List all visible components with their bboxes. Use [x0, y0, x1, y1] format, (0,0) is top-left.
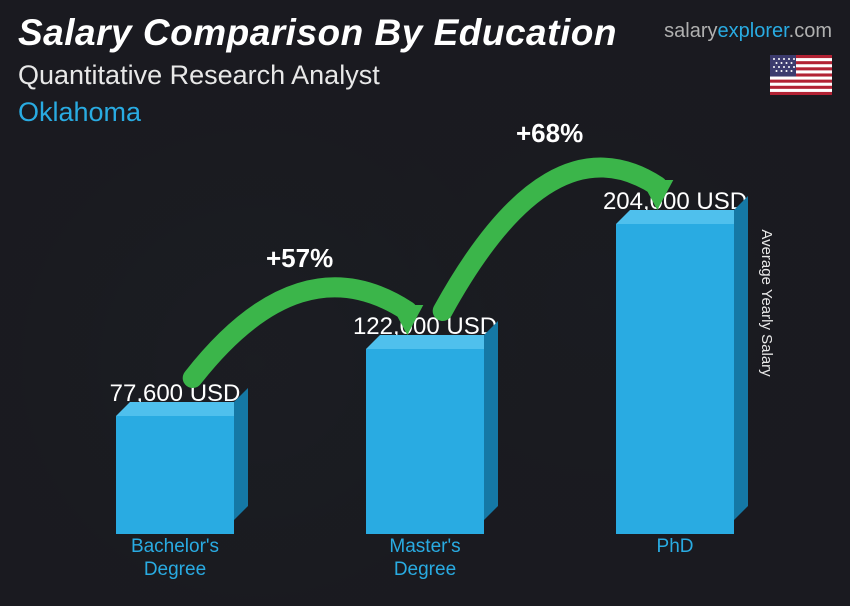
x-axis-label: Master's Degree — [301, 536, 549, 584]
flag-icon — [770, 55, 832, 95]
x-axis-labels: Bachelor's DegreeMaster's DegreePhD — [50, 536, 800, 584]
brand-prefix: salary — [664, 20, 717, 42]
x-axis-label: Bachelor's Degree — [51, 536, 299, 584]
brand-accent: explorer — [718, 20, 789, 42]
bar-group: 204,000 USD — [551, 188, 799, 534]
bar-chart: 77,600 USD 122,000 USD 204,000 USD Bache… — [50, 150, 800, 584]
brand-logo: salaryexplorer.com — [664, 20, 832, 43]
bar-group: 122,000 USD — [301, 313, 549, 534]
bar-group: 77,600 USD — [51, 380, 299, 534]
bar-3d — [366, 349, 484, 534]
bar-3d — [616, 224, 734, 534]
brand-suffix: .com — [789, 20, 832, 42]
page-subtitle: Quantitative Research Analyst — [18, 60, 832, 91]
bars-container: 77,600 USD 122,000 USD 204,000 USD — [50, 150, 800, 534]
bar-3d — [116, 416, 234, 534]
x-axis-label: PhD — [551, 536, 799, 584]
page-region: Oklahoma — [18, 97, 832, 128]
